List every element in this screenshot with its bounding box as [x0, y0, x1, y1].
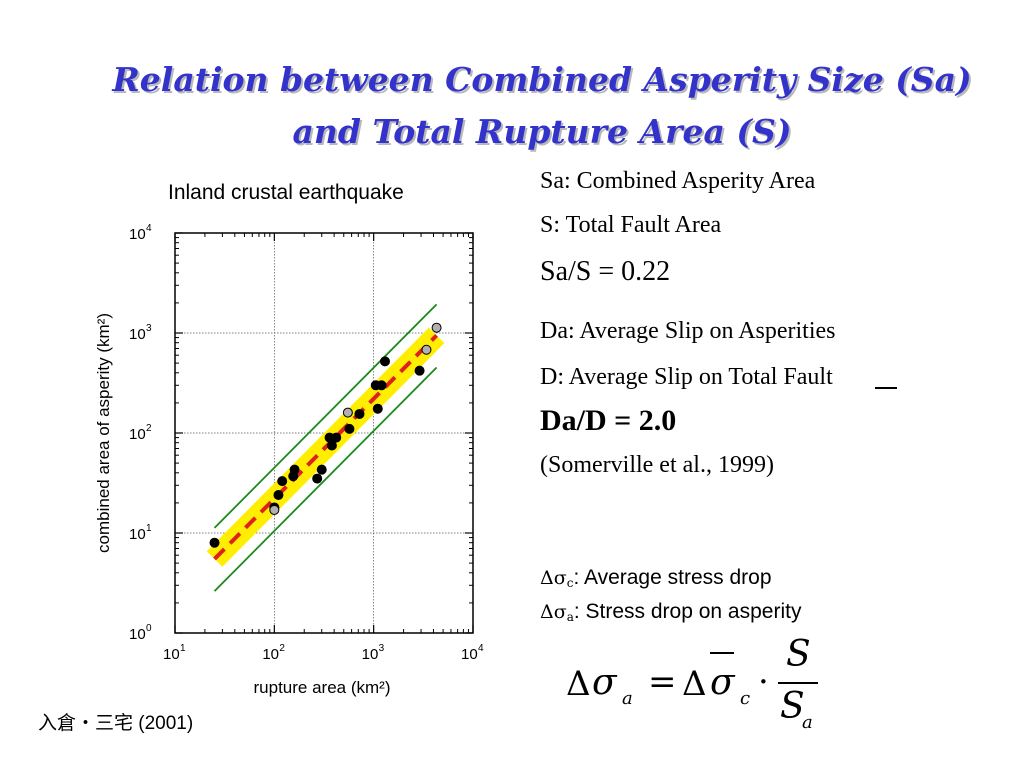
y-tick-label: 10	[129, 326, 146, 343]
y-tick-exponent: 4	[146, 223, 152, 234]
y-tick-exponent: 0	[146, 623, 152, 634]
chart-title: Inland crustal earthquake	[168, 181, 404, 204]
delta-sigma-symbol: Δσ	[540, 601, 567, 623]
x-tick-label: 10	[163, 646, 180, 663]
formula-lhs-sigma: σ	[592, 662, 617, 703]
x-tick-exponent: 4	[478, 643, 484, 654]
definition-da: Da: Average Slip on Asperities	[540, 318, 836, 344]
y-tick-exponent: 1	[146, 523, 152, 534]
data-point	[209, 537, 220, 548]
data-point	[379, 356, 390, 367]
x-tick-label: 10	[362, 646, 379, 663]
plot-area	[175, 233, 473, 633]
delta-sigma-symbol: Δσ	[540, 567, 567, 589]
data-point	[414, 365, 425, 376]
formula-numerator: S	[786, 634, 811, 675]
stress-line-average: Δσc: Average stress drop	[540, 566, 772, 590]
y-tick-label: 10	[129, 526, 146, 543]
formula-rhs-delta: Δ	[682, 664, 707, 704]
formula-denominator-sub: a	[802, 712, 813, 733]
bound-line	[213, 303, 438, 529]
subscript-a: a	[566, 610, 574, 624]
overline-mark	[875, 387, 897, 389]
x-tick-label: 10	[262, 646, 279, 663]
x-axis-label: rupture area (km²)	[254, 678, 391, 697]
bound-line	[213, 366, 438, 592]
ratio-slip: Da/D = 2.0	[540, 404, 677, 437]
slide-title: Relation between Combined Asperity Size …	[60, 54, 1024, 158]
y-tick-exponent: 2	[146, 423, 152, 434]
y-tick-label: 10	[129, 626, 146, 643]
data-point	[277, 476, 288, 487]
formula-lhs-delta: Δ	[566, 664, 591, 704]
formula-lhs-sub: a	[622, 688, 633, 709]
x-tick-label: 10	[461, 646, 478, 663]
slide-title-line1: Relation between Combined Asperity Size …	[112, 60, 972, 99]
formula-equals: =	[648, 662, 677, 702]
definition-source: (Somerville et al., 1999)	[540, 452, 774, 478]
data-point	[342, 407, 353, 418]
stress-asperity-label: : Stress drop on asperity	[573, 600, 802, 623]
data-point	[344, 423, 355, 434]
data-point	[326, 440, 337, 451]
data-point	[372, 403, 383, 414]
x-tick-exponent: 3	[379, 643, 385, 654]
y-axis-label: combined area of asperity (km²)	[94, 313, 113, 553]
formula-rhs-sub: c	[740, 688, 751, 709]
data-point	[273, 489, 284, 500]
data-point	[421, 344, 432, 355]
formula-dot: ·	[758, 662, 769, 702]
formula-overbar	[710, 652, 734, 654]
data-point	[269, 504, 280, 515]
plot-frame	[174, 232, 474, 634]
slide-title-line2: and Total Rupture Area (S)	[292, 112, 792, 151]
ratio-area: Sa/S = 0.22	[540, 256, 671, 287]
stress-formula: Δ σ a = Δ σ c · S S a	[560, 634, 830, 740]
definition-s: S: Total Fault Area	[540, 212, 722, 238]
x-tick-exponent: 1	[180, 643, 186, 654]
data-point	[316, 464, 327, 475]
data-point	[354, 408, 365, 419]
y-tick-label: 10	[129, 226, 146, 243]
y-tick-exponent: 3	[146, 323, 152, 334]
formula-denominator: S	[780, 686, 805, 727]
formula-fraction-bar	[778, 682, 818, 684]
definition-sa: Sa: Combined Asperity Area	[540, 168, 816, 194]
formula-rhs-sigma: σ	[710, 662, 735, 703]
stress-average-label: : Average stress drop	[573, 566, 772, 589]
y-tick-label: 10	[129, 426, 146, 443]
stress-line-asperity: Δσa: Stress drop on asperity	[540, 600, 801, 624]
data-point	[312, 473, 323, 484]
data-point	[431, 322, 442, 333]
definition-d: D: Average Slip on Total Fault	[540, 364, 833, 390]
subscript-c: c	[566, 576, 574, 590]
data-point	[289, 464, 300, 475]
x-tick-exponent: 2	[279, 643, 285, 654]
reference-citation: 入倉・三宅 (2001)	[38, 713, 194, 734]
data-point	[331, 432, 342, 443]
fit-line	[213, 334, 439, 561]
data-point	[376, 380, 387, 391]
